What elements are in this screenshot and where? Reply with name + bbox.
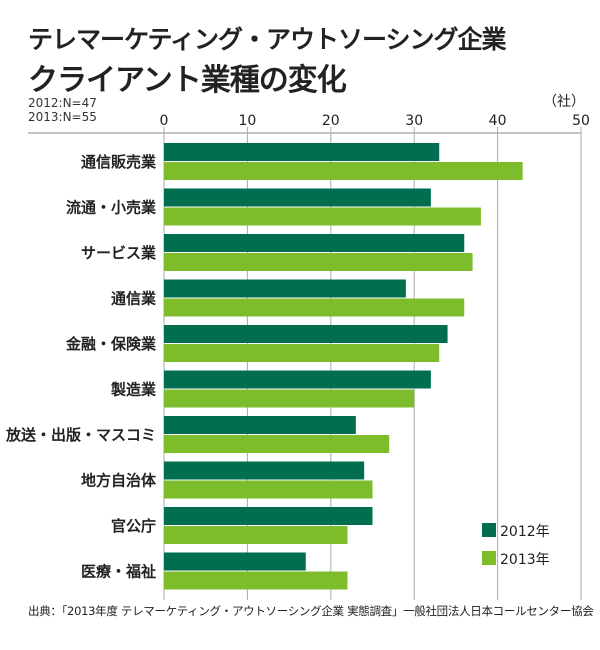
category-label: 通信販売業 xyxy=(81,153,157,171)
bar-2013-1 xyxy=(164,207,481,226)
bar-2012-7 xyxy=(164,461,365,480)
bar-2012-2 xyxy=(164,234,465,252)
legend-label: 2013年 xyxy=(500,552,550,568)
legend-swatch xyxy=(482,551,496,565)
category-label: 官公庁 xyxy=(111,517,156,535)
category-label: 医療・福祉 xyxy=(81,563,156,581)
category-label: 流通・小売業 xyxy=(66,199,157,217)
x-tick-label: 0 xyxy=(160,113,169,129)
bar-2012-1 xyxy=(164,188,431,207)
bar-2012-5 xyxy=(164,370,431,389)
bar-2012-8 xyxy=(164,507,373,525)
bar-2012-0 xyxy=(164,143,440,161)
category-label: 金融・保険業 xyxy=(65,335,157,353)
sample-note-2012: 2012:N=47 xyxy=(28,96,97,110)
bar-2013-9 xyxy=(164,571,348,590)
x-tick-label: 40 xyxy=(489,113,507,129)
unit-label: （社） xyxy=(543,94,585,110)
chart-subtitle: クライアント業種の変化 xyxy=(28,63,347,98)
category-label: 通信業 xyxy=(111,290,157,308)
bar-2012-9 xyxy=(164,552,306,571)
category-label: 製造業 xyxy=(110,381,157,399)
x-tick-label: 10 xyxy=(238,113,256,129)
bar-2013-0 xyxy=(164,162,523,180)
bar-2013-2 xyxy=(164,253,473,271)
category-label: 地方自治体 xyxy=(81,472,157,490)
bar-2013-3 xyxy=(164,298,465,317)
bar-2013-4 xyxy=(164,344,440,362)
bar-2013-5 xyxy=(164,389,415,408)
sample-note-2013: 2013:N=55 xyxy=(28,110,97,124)
legend-swatch xyxy=(482,523,496,537)
bar-2013-8 xyxy=(164,526,348,544)
bar-2013-7 xyxy=(164,480,373,499)
source-note: 出典：「2013年度 テレマーケティング・アウトソーシング企業 実態調査」一般社… xyxy=(28,604,594,618)
chart-title: テレマーケティング・アウトソーシング企業 xyxy=(28,25,507,54)
category-label: 放送・出版・マスコミ xyxy=(5,426,156,444)
legend-label: 2012年 xyxy=(500,524,550,540)
x-tick-label: 50 xyxy=(572,113,590,129)
x-tick-label: 30 xyxy=(405,113,423,129)
x-tick-label: 20 xyxy=(322,113,340,129)
bar-2012-6 xyxy=(164,416,356,434)
bar-2013-6 xyxy=(164,435,390,453)
bar-2012-3 xyxy=(164,279,406,298)
bar-2012-4 xyxy=(164,325,448,343)
category-label: サービス業 xyxy=(81,244,157,262)
